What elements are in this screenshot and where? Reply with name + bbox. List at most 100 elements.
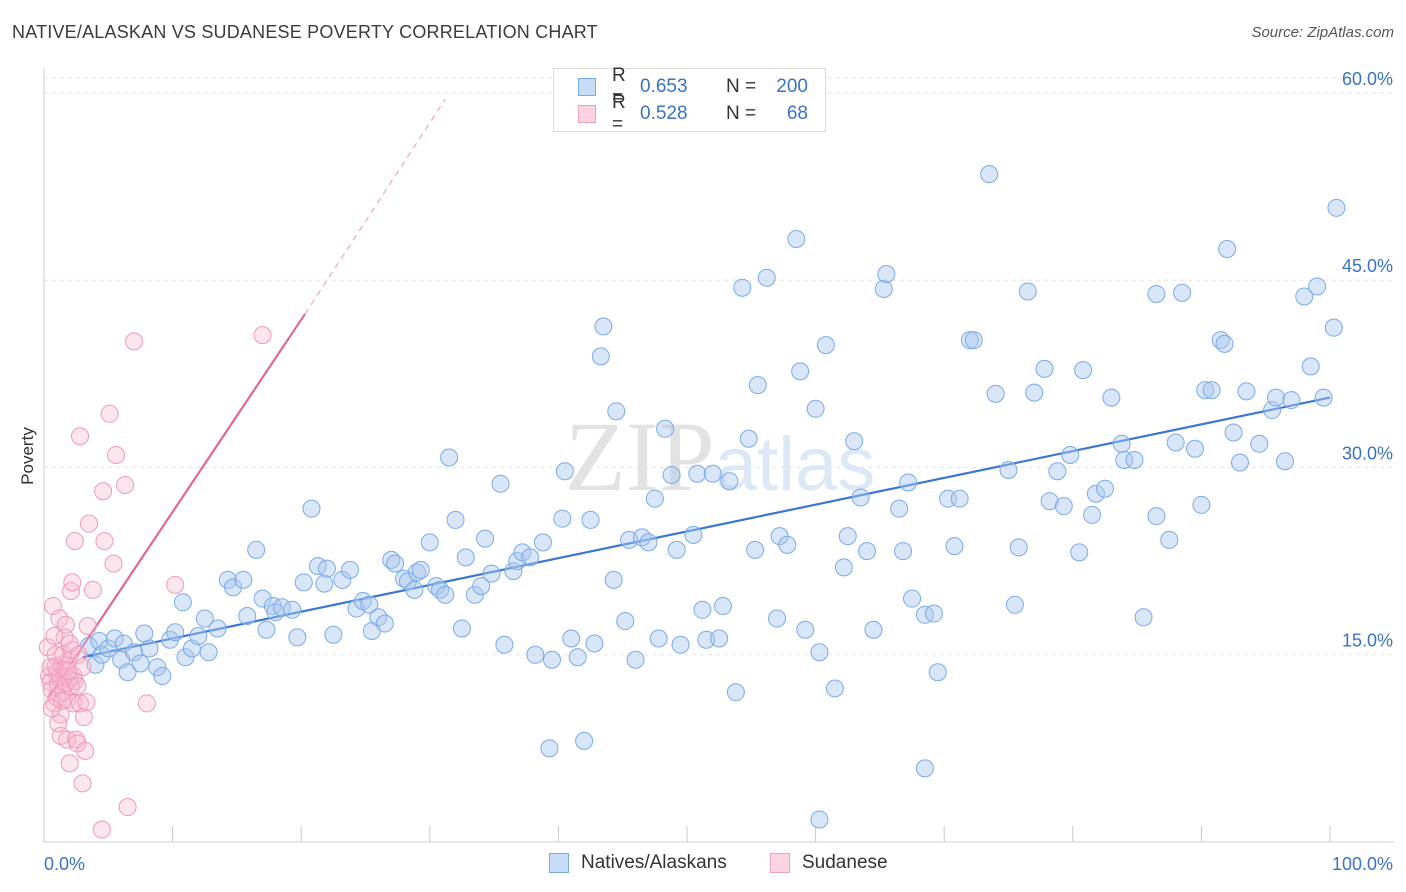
- native-point: [726, 683, 745, 702]
- sudanese-point: [38, 638, 57, 657]
- x-tick-label: 0.0%: [44, 854, 85, 874]
- native-point: [317, 559, 336, 578]
- native-point: [714, 597, 733, 616]
- native-point: [684, 525, 703, 544]
- native-point: [915, 759, 934, 778]
- native-point: [980, 165, 999, 184]
- native-point: [864, 620, 883, 639]
- sudanese-point: [41, 658, 60, 677]
- sudanese-point: [107, 446, 126, 464]
- native-point: [791, 362, 810, 381]
- legend-r-value: 0.528: [640, 103, 688, 124]
- native-point: [118, 663, 137, 682]
- native-point: [787, 230, 806, 249]
- native-point: [999, 460, 1018, 479]
- native-point: [153, 666, 172, 685]
- native-point: [283, 600, 302, 619]
- correlation-legend: R = 0.653 N = 200 R = 0.528 N = 68: [553, 65, 826, 135]
- sudanese-point: [83, 580, 102, 599]
- native-point: [199, 643, 218, 662]
- sudanese-point: [76, 741, 95, 760]
- legend-row-sudanese: R = 0.528 N = 68: [578, 92, 808, 135]
- sudanese-trend-extension: [304, 98, 446, 315]
- native-point: [272, 598, 291, 617]
- sudanese-point: [125, 332, 144, 351]
- legend-r-label: R =: [612, 65, 626, 108]
- native-point: [806, 399, 825, 418]
- watermark: ZIPatlas: [565, 401, 876, 512]
- sudanese-point: [73, 774, 92, 793]
- native-point: [768, 609, 787, 628]
- legend-swatch-sudanese: [578, 105, 596, 123]
- native-point: [1009, 538, 1028, 557]
- native-point: [626, 650, 645, 669]
- native-point: [105, 629, 124, 648]
- x-tick-label: 100.0%: [1332, 854, 1393, 874]
- legend-n-value: 68: [786, 103, 808, 124]
- native-point: [1018, 282, 1037, 301]
- native-point: [562, 629, 581, 648]
- sudanese-point: [71, 427, 90, 446]
- native-point: [1048, 462, 1067, 481]
- sudanese-point: [58, 730, 77, 749]
- sudanese-point: [42, 699, 61, 718]
- native-point: [733, 278, 752, 297]
- native-point: [247, 540, 266, 559]
- legend-n-value: 200: [776, 76, 808, 97]
- native-point: [125, 643, 144, 662]
- native-point: [748, 376, 767, 395]
- series-swatch-natives: [549, 853, 569, 873]
- sudanese-point: [64, 694, 83, 713]
- native-point: [1308, 277, 1327, 296]
- native-point: [778, 535, 797, 554]
- native-point: [420, 533, 439, 552]
- native-point: [1166, 433, 1185, 452]
- native-point: [189, 627, 208, 646]
- native-point: [1035, 359, 1054, 378]
- native-point: [874, 279, 893, 298]
- y-axis-label: Poverty: [18, 427, 37, 485]
- native-point: [504, 562, 523, 581]
- native-point: [739, 429, 758, 448]
- native-point: [1115, 450, 1134, 469]
- native-point: [302, 499, 321, 518]
- native-point: [542, 650, 561, 669]
- native-point: [649, 629, 668, 648]
- native-point: [903, 589, 922, 608]
- native-point: [568, 648, 587, 667]
- native-point: [476, 529, 495, 548]
- sudanese-point: [253, 326, 272, 345]
- y-tick-label: 30.0%: [1342, 443, 1393, 463]
- native-point: [224, 578, 243, 597]
- native-point: [288, 628, 307, 647]
- native-point: [639, 533, 658, 552]
- sudanese-point: [118, 798, 137, 817]
- legend-row-natives: R = 0.653 N = 200: [578, 65, 808, 108]
- native-point: [521, 548, 540, 567]
- native-point: [710, 629, 729, 648]
- native-point: [140, 639, 159, 658]
- sudanese-point: [65, 671, 84, 690]
- native-point: [1215, 334, 1234, 353]
- native-point: [1095, 479, 1114, 498]
- native-point: [1147, 507, 1166, 526]
- legend-n-label: N =: [726, 103, 757, 124]
- native-point: [1295, 287, 1314, 306]
- legend-r-label: R =: [612, 92, 626, 135]
- native-point: [1218, 240, 1237, 259]
- native-point: [688, 464, 707, 483]
- legend-swatch-natives: [578, 78, 596, 96]
- native-point: [253, 589, 272, 608]
- legend-r-value: 0.653: [640, 76, 688, 97]
- chart-title: NATIVE/ALASKAN VS SUDANESE POVERTY CORRE…: [12, 22, 598, 42]
- native-point: [915, 605, 934, 624]
- native-point: [1230, 453, 1249, 472]
- native-point: [594, 317, 613, 336]
- sudanese-point: [94, 482, 113, 501]
- native-point: [591, 347, 610, 366]
- native-point: [1196, 381, 1215, 400]
- native-point: [495, 635, 514, 654]
- sudanese-point: [49, 714, 68, 733]
- sudanese-point: [68, 676, 87, 695]
- native-point: [1061, 446, 1080, 464]
